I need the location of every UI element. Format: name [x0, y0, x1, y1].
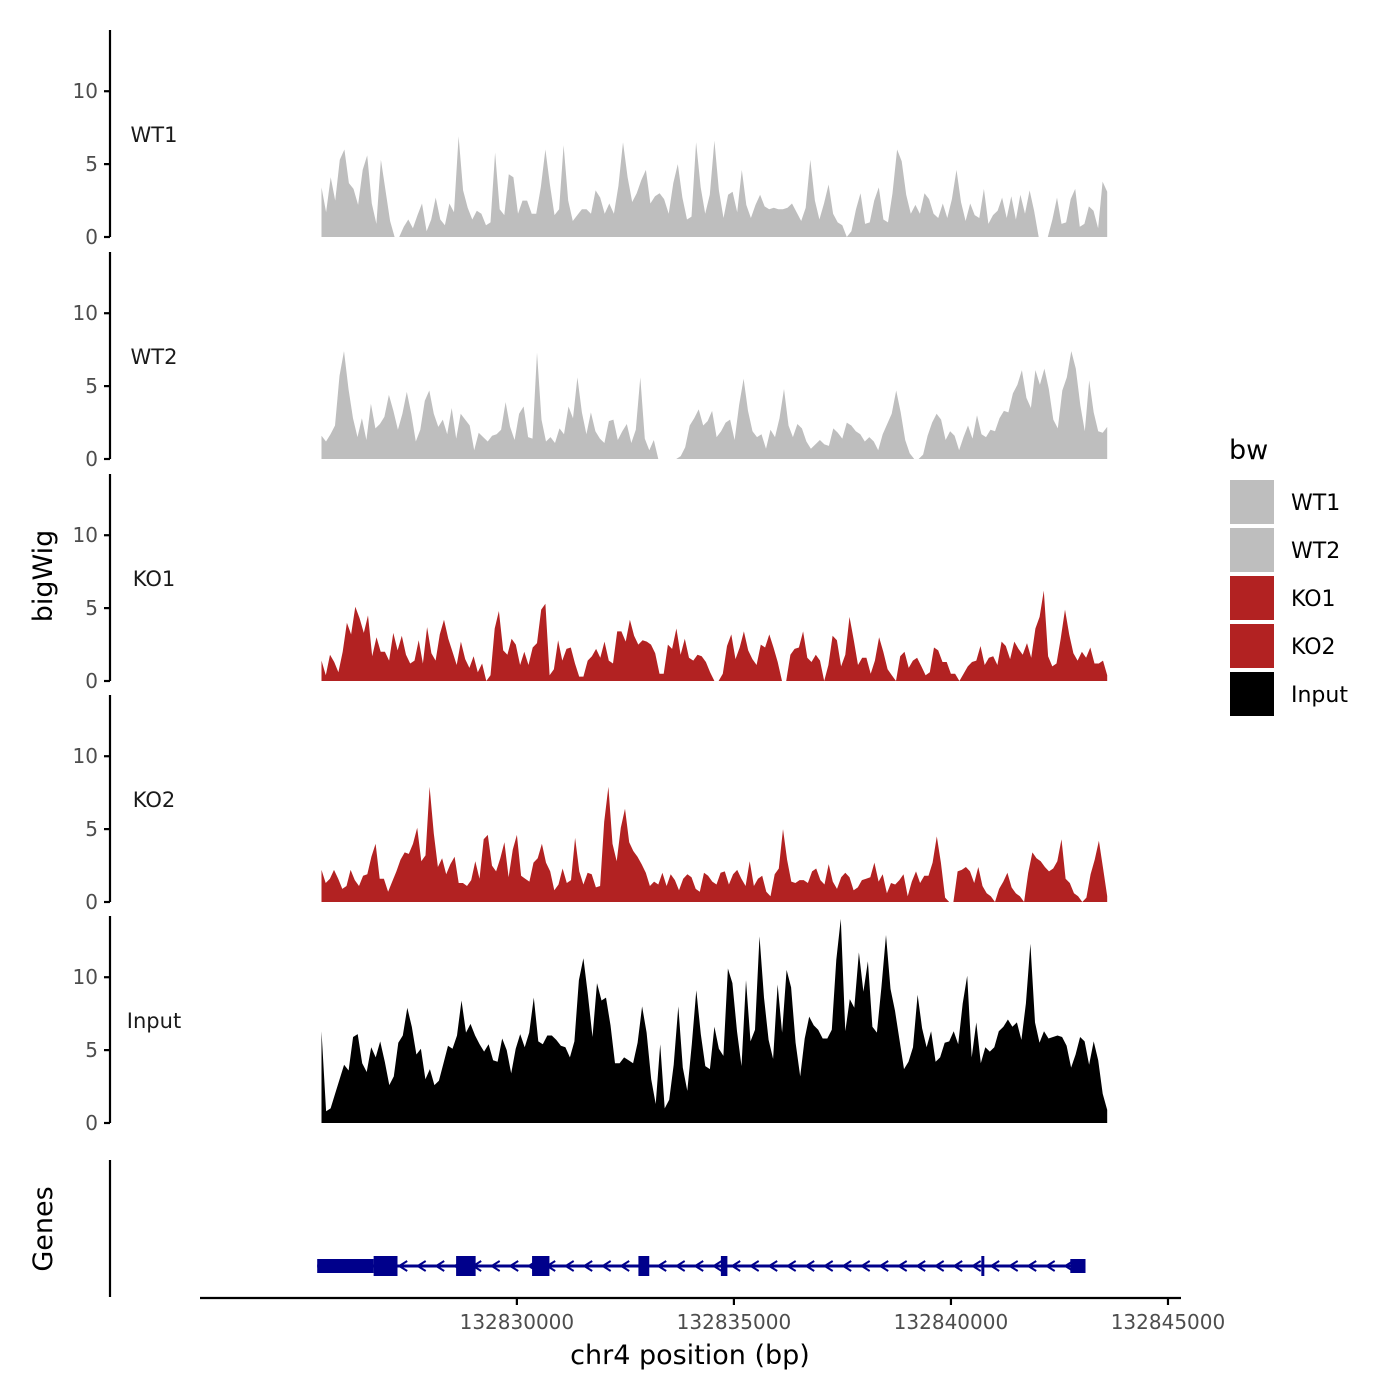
track-label: Input — [127, 1009, 181, 1033]
strand-chevron — [822, 1260, 834, 1272]
coverage-area-wt1 — [321, 136, 1108, 237]
track-input: 0 5 10 Input — [73, 916, 1108, 1135]
exon — [456, 1256, 476, 1276]
strand-chevron — [1044, 1260, 1056, 1272]
y-tick-label: 10 — [73, 301, 98, 325]
strand-chevron — [804, 1260, 815, 1272]
x-tick-label: 132845000 — [1111, 1310, 1226, 1334]
strand-chevron — [970, 1260, 982, 1272]
legend-label: Input — [1291, 683, 1348, 708]
legend-swatch-wt1 — [1230, 480, 1274, 524]
strand-chevron — [489, 1260, 501, 1272]
track-label: KO2 — [133, 788, 176, 812]
legend: bw WT1 WT2 KO1 KO2 Input — [1229, 435, 1348, 716]
strand-chevron — [878, 1260, 889, 1272]
y-tick-label: 5 — [85, 817, 98, 841]
y-tick-label: 5 — [85, 596, 98, 620]
track-ko1: 0 5 10 KO1 — [73, 474, 1108, 693]
strand-chevron — [841, 1260, 852, 1272]
y-tick-label: 0 — [85, 1111, 98, 1135]
legend-label: WT2 — [1291, 539, 1340, 564]
exon — [720, 1256, 728, 1276]
y-tick-label: 10 — [73, 965, 98, 989]
coverage-area-input — [321, 918, 1108, 1123]
y-tick-label: 10 — [73, 79, 98, 103]
gene-track-title: Genes — [28, 1186, 59, 1271]
exon — [373, 1256, 398, 1276]
strand-chevron — [1007, 1260, 1019, 1272]
track-ko2: 0 5 10 KO2 — [73, 695, 1108, 914]
track-label: KO1 — [133, 567, 176, 591]
y-tick-label: 5 — [85, 152, 98, 176]
exon — [317, 1259, 374, 1273]
strand-chevron — [785, 1260, 797, 1272]
y-tick-label: 10 — [73, 523, 98, 547]
strand-chevron — [748, 1260, 760, 1272]
strand-chevron — [896, 1260, 908, 1272]
legend-swatch-ko2 — [1230, 624, 1274, 668]
strand-chevron — [600, 1260, 612, 1272]
strand-chevron — [582, 1260, 593, 1272]
legend-swatch-input — [1230, 672, 1274, 716]
gene-ppp1r8: Ppp1r8 — [317, 1256, 1086, 1276]
x-tick-label: 132835000 — [677, 1310, 792, 1334]
x-tick-label: 132830000 — [460, 1310, 575, 1334]
y-tick-label: 0 — [85, 225, 98, 249]
legend-label: KO1 — [1291, 587, 1336, 612]
track-label: WT1 — [131, 123, 178, 147]
strand-chevron — [730, 1260, 741, 1272]
strand-chevron — [952, 1260, 963, 1272]
track-wt1: 0 5 10 WT1 — [73, 30, 1108, 249]
strand-chevron — [397, 1260, 408, 1272]
strand-chevron — [434, 1260, 445, 1272]
track-wt2: 0 5 10 WT2 — [73, 252, 1108, 471]
y-tick-label: 5 — [85, 374, 98, 398]
strand-chevron — [915, 1260, 926, 1272]
strand-chevron — [619, 1260, 630, 1272]
coverage-area-ko2 — [321, 786, 1108, 902]
exon — [638, 1256, 650, 1276]
legend-title: bw — [1229, 435, 1268, 466]
legend-label: KO2 — [1291, 635, 1336, 660]
coverage-area-wt2 — [321, 351, 1108, 459]
y-tick-label: 0 — [85, 890, 98, 914]
strand-chevron — [933, 1260, 945, 1272]
x-tick-label: 132840000 — [894, 1310, 1009, 1334]
y-tick-label: 10 — [73, 744, 98, 768]
strand-chevron — [989, 1260, 1000, 1272]
y-tick-label: 5 — [85, 1038, 98, 1062]
strand-chevron — [711, 1260, 723, 1272]
strand-chevron — [508, 1260, 519, 1272]
track-label: WT2 — [131, 345, 178, 369]
strand-chevron — [563, 1260, 575, 1272]
strand-chevron — [656, 1260, 667, 1272]
legend-swatch-wt2 — [1230, 528, 1274, 572]
strand-chevron — [767, 1260, 778, 1272]
strand-chevron — [674, 1260, 686, 1272]
exon — [532, 1256, 550, 1276]
legend-swatch-ko1 — [1230, 576, 1274, 620]
strand-chevron — [415, 1260, 427, 1272]
y-tick-label: 0 — [85, 669, 98, 693]
coverage-area-ko1 — [321, 590, 1108, 681]
strand-chevron — [1026, 1260, 1037, 1272]
legend-label: WT1 — [1291, 491, 1340, 516]
strand-chevron — [859, 1260, 871, 1272]
y-axis-title: bigWig — [28, 530, 59, 623]
exon — [1070, 1259, 1086, 1273]
x-axis-title: chr4 position (bp) — [570, 1340, 810, 1371]
exon — [981, 1256, 985, 1276]
strand-chevron — [693, 1260, 704, 1272]
y-tick-label: 0 — [85, 447, 98, 471]
